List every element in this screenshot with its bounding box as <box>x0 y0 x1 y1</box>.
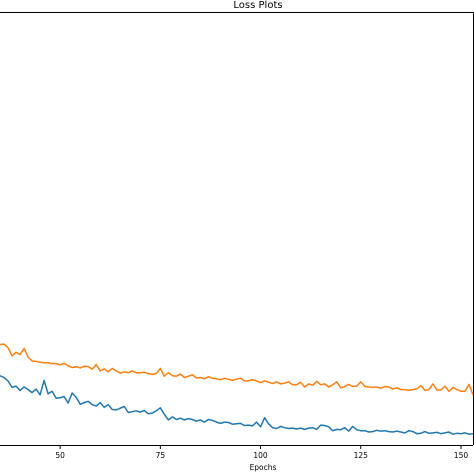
x-tick-label: 75 <box>156 451 166 460</box>
x-tick-label: 50 <box>55 451 65 460</box>
x-tick-label: 100 <box>253 451 268 460</box>
chart-title: Loss Plots <box>233 0 282 11</box>
series-layer <box>0 343 474 435</box>
x-tick-label: 150 <box>454 451 469 460</box>
series-line-1 <box>0 375 474 435</box>
x-axis-label: Epochs <box>250 463 277 472</box>
series-line-2 <box>0 343 474 396</box>
x-tick-layer: 50 75 100 125 150 <box>55 445 468 460</box>
x-tick-label: 125 <box>354 451 369 460</box>
